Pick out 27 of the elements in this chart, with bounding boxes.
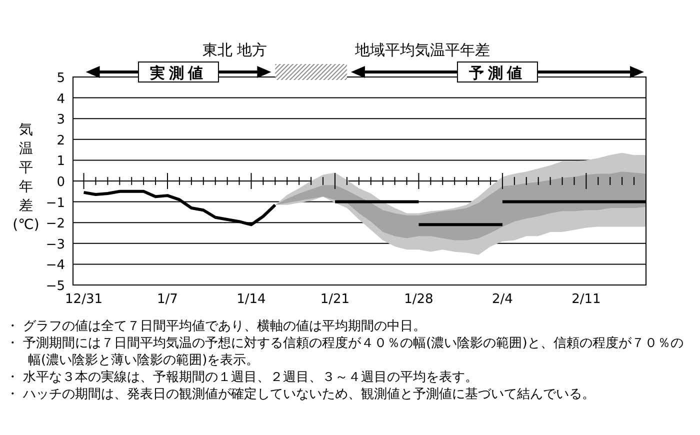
- text: ・ グラフの値は全て７日間平均値であり、横軸の値は平均期間の中日。: [6, 318, 428, 335]
- y-tick-label: 4: [56, 92, 65, 107]
- annotation: 予測値: [468, 64, 526, 82]
- y-tick-label: 2: [56, 133, 65, 148]
- y-tick-label: 1: [56, 154, 65, 170]
- y-tick-label: 5: [56, 71, 65, 86]
- chart-subtitle: 地域平均気温平年差: [354, 41, 490, 59]
- text: ・ 水平な３本の実線は、予報期間の１週目、２週目、３～４週目の平均を表す。: [6, 369, 480, 386]
- y-tick-label: 3: [56, 112, 65, 128]
- y-tick-label: −2: [46, 216, 65, 232]
- x-tick-label: 1/21: [320, 292, 350, 307]
- text: ・ 予測期間には７日間平均気温の予想に対する信頼の程度が４０％の幅(濃い陰影の範囲)と、信頼の程度が７０％の幅(濃い陰影と薄い陰影の範囲)を表示。: [6, 335, 684, 369]
- text: ・ ハッチの期間は、発表日の観測値が確定していないため、観測値と予測値に基づいて結んでいる。: [6, 386, 596, 403]
- x-tick-label: 2/4: [492, 292, 513, 307]
- annotation: 実測値: [148, 64, 207, 82]
- x-tick-label: 1/7: [157, 292, 178, 307]
- y-tick-label: −4: [46, 258, 65, 274]
- y-tick-label: −5: [46, 279, 65, 294]
- y-tick-label: −1: [46, 196, 65, 211]
- y-tick-label: 0: [56, 175, 65, 190]
- x-tick-label: 12/31: [65, 292, 102, 307]
- chart-title: 東北 地方: [202, 41, 268, 59]
- y-tick-label: −3: [46, 237, 65, 252]
- x-tick-label: 2/11: [572, 292, 601, 307]
- y-axis-title: 気温平年差(℃): [12, 122, 40, 233]
- x-tick-label: 1/28: [404, 292, 434, 307]
- x-tick-label: 1/14: [236, 292, 266, 307]
